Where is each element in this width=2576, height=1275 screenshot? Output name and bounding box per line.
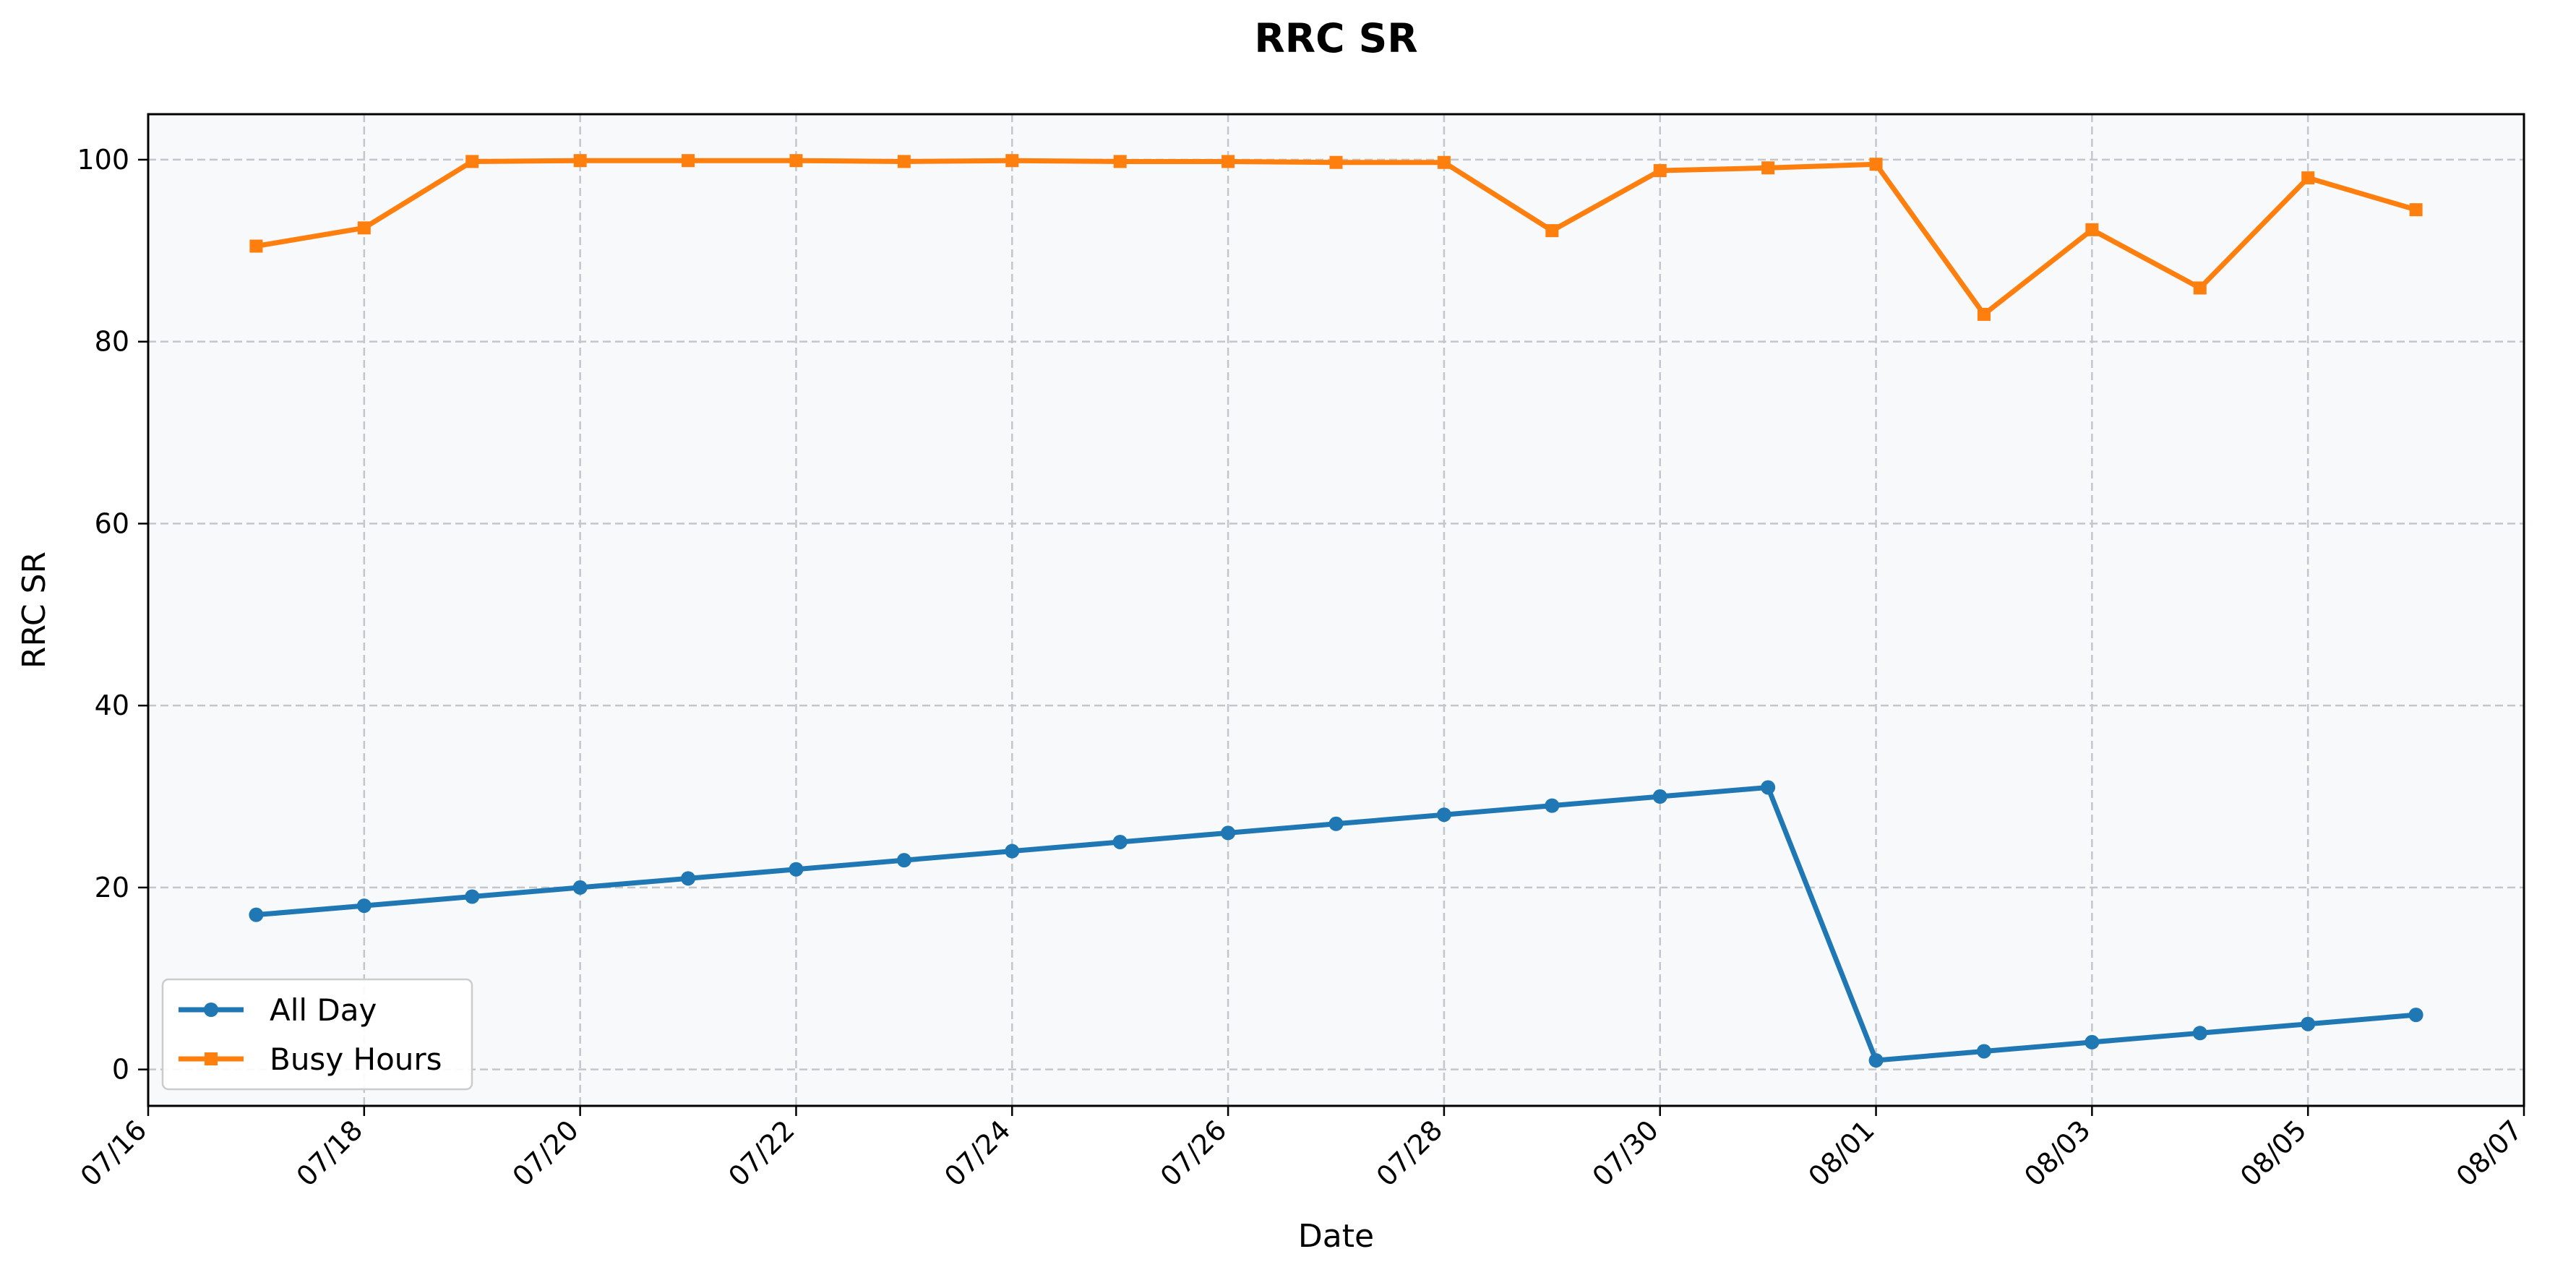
legend-box [161,978,473,1091]
data-point [682,154,695,168]
data-point [1545,224,1559,238]
data-point [1761,780,1776,795]
x-tick-label: 07/22 [722,1114,801,1193]
data-point [1761,161,1775,175]
legend-label: All Day [270,992,377,1028]
data-point [1868,1053,1884,1068]
data-point [2409,203,2423,217]
data-point [1112,834,1128,849]
data-point [2301,1016,2316,1031]
data-point [1221,825,1236,841]
data-point [789,862,804,877]
x-axis: 07/16 07/18 07/20 07/22 07/24 07/26 07/28 07/30… [74,1106,2529,1193]
x-tick-label: 07/30 [1587,1114,1665,1193]
data-point [1977,307,1991,321]
x-tick-label: 07/28 [1370,1114,1449,1193]
legend: All Day Busy Hours [161,978,473,1091]
data-point [897,155,911,168]
plot-frame [147,113,2525,1107]
data-point [681,871,696,886]
legend-item: Busy Hours [179,1042,442,1077]
data-point [572,880,588,895]
data-point [1976,1044,1991,1059]
data-point [1652,789,1667,804]
data-point [249,907,264,922]
data-point [1436,807,1451,823]
data-point [2408,1008,2423,1023]
y-tick-label: 0 [112,1054,129,1086]
data-point [573,154,587,168]
legend-item: All Day [179,992,377,1028]
legend-marker [205,1052,218,1065]
data-point [2192,1026,2207,1041]
y-axis-label: RRC SR [16,551,53,669]
data-point [2301,171,2315,185]
y-tick-label: 100 [77,144,129,176]
x-tick-label: 08/07 [2450,1114,2529,1193]
x-tick-label: 07/16 [74,1114,153,1193]
data-point [357,221,371,235]
legend-label: Busy Hours [270,1042,442,1077]
x-tick-label: 07/24 [938,1114,1017,1193]
data-point [465,889,480,904]
x-tick-label: 07/18 [291,1114,369,1193]
data-point [1653,164,1667,178]
series-all-day [249,780,2423,1068]
chart-title: RRC SR [1254,15,1417,61]
data-point [1437,155,1451,169]
data-point [249,239,263,253]
data-point [1113,155,1127,168]
y-tick-label: 80 [95,326,129,358]
data-point [1005,154,1019,168]
data-point [1545,798,1560,813]
data-point [1328,816,1344,831]
data-point [2085,223,2099,236]
series-busy-hours [249,154,2423,321]
x-tick-label: 08/05 [2234,1114,2313,1193]
x-tick-label: 08/03 [2018,1114,2097,1193]
data-point [356,898,372,914]
plot-area [148,114,2524,1106]
x-tick-label: 07/20 [506,1114,585,1193]
y-tick-label: 40 [95,690,129,721]
y-tick-label: 60 [95,507,129,539]
data-point [1869,158,1883,171]
data-point [2085,1034,2100,1049]
x-tick-label: 08/01 [1802,1114,1881,1193]
series-layer [249,154,2423,1068]
data-point [1005,843,1020,859]
data-point [465,155,479,168]
x-tick-label: 07/26 [1154,1114,1233,1193]
data-point [896,853,911,868]
x-axis-label: Date [1298,1218,1374,1255]
data-point [2193,281,2207,295]
legend-marker [204,1003,218,1017]
data-point [1329,155,1343,169]
data-point [1222,155,1235,168]
y-tick-label: 20 [95,872,129,903]
y-axis: 0 20 40 60 80 100 [77,144,148,1086]
data-point [789,154,803,168]
